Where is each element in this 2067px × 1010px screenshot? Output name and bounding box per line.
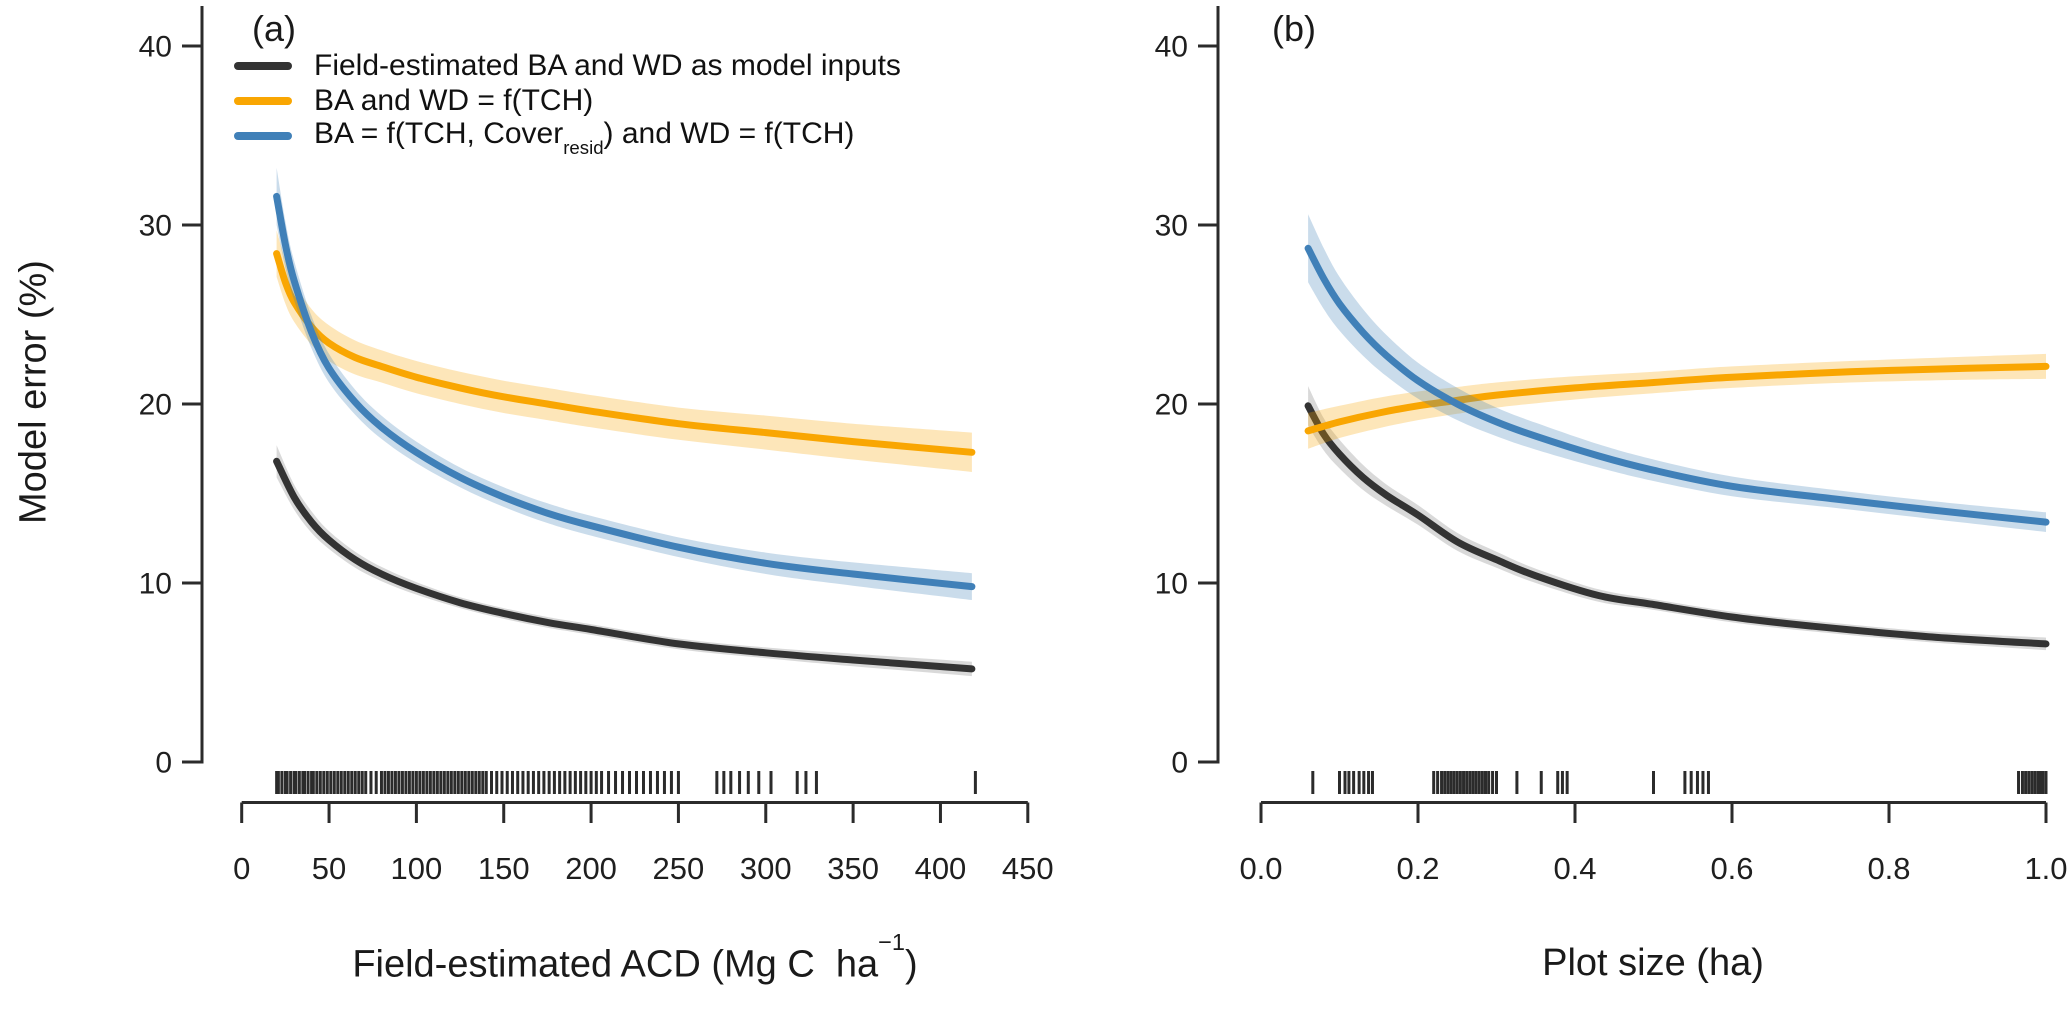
panel-a-label: (a) — [252, 8, 296, 49]
y-tick-label: 40 — [139, 31, 172, 64]
legend-row-field-estimated: Field-estimated BA and WD as model input… — [234, 48, 901, 83]
series-line — [1304, 244, 2050, 526]
series-line — [273, 457, 976, 673]
x-tick-label: 250 — [653, 851, 705, 886]
x-tick-label: 1.0 — [2024, 851, 2067, 886]
legend-label-3-subscript: resid — [563, 137, 604, 159]
panel-a-x-axis-title: Field-estimated ACD (Mg C ha−1) — [352, 929, 918, 987]
confidence-band — [1308, 353, 2046, 449]
y-tick-label: 20 — [1155, 389, 1188, 422]
legend-row-ba-cover-resid: BA = f(TCH, Coverresid) and WD = f(TCH) — [234, 116, 901, 159]
x-tick-label: 0.8 — [1867, 851, 1910, 886]
x-tick-label: 0.6 — [1710, 851, 1753, 886]
x-tick-label: 450 — [1002, 851, 1054, 886]
y-tick-label: 10 — [139, 568, 172, 601]
x-title-a-main: Field-estimated ACD (Mg C ha — [352, 943, 879, 986]
legend-line-black — [234, 61, 292, 70]
x-tick-label: 400 — [915, 851, 967, 886]
series-line — [1304, 362, 2050, 435]
x-tick-label: 0.0 — [1239, 851, 1282, 886]
y-tick-label: 20 — [139, 389, 172, 422]
legend-label-3-prefix: BA = f(TCH, Cover — [314, 116, 564, 150]
legend-label-ba-wd-ftch: BA and WD = f(TCH) — [314, 83, 594, 117]
panel-b-x-axis-title: Plot size (ha) — [1542, 942, 1764, 984]
x-title-a-superscript: −1 — [878, 929, 906, 956]
x-tick-label: 0 — [233, 851, 250, 886]
y-tick-label: 0 — [155, 747, 172, 780]
legend-label-ba-cover-resid: BA = f(TCH, Coverresid) and WD = f(TCH) — [314, 116, 855, 159]
y-tick-label: 30 — [139, 210, 172, 243]
y-tick-label: 30 — [1155, 210, 1188, 243]
y-axis-title: Model error (%) — [12, 260, 55, 524]
legend-line-blue — [234, 131, 292, 140]
x-title-a-close: ) — [905, 943, 918, 986]
x-tick-label: 350 — [827, 851, 879, 886]
x-tick-label: 0.4 — [1553, 851, 1596, 886]
x-tick-label: 200 — [565, 851, 617, 886]
y-tick-label: 10 — [1155, 568, 1188, 601]
legend: Field-estimated BA and WD as model input… — [234, 48, 901, 159]
x-tick-label: 150 — [478, 851, 530, 886]
confidence-band — [1308, 214, 2046, 533]
x-tick-label: 0.2 — [1396, 851, 1439, 886]
confidence-band — [276, 445, 972, 677]
x-tick-label: 50 — [312, 851, 346, 886]
series-line — [273, 192, 976, 591]
x-tick-label: 300 — [740, 851, 792, 886]
legend-row-ba-wd-ftch: BA and WD = f(TCH) — [234, 83, 901, 118]
y-tick-label: 0 — [1171, 747, 1188, 780]
legend-line-orange — [234, 96, 292, 105]
panel-b-label: (b) — [1272, 8, 1316, 49]
series-line — [1304, 402, 2050, 648]
y-tick-label: 40 — [1155, 31, 1188, 64]
legend-label-3-suffix: ) and WD = f(TCH) — [603, 116, 855, 150]
panel-b: 0 10 20 30 40 0.0 0.2 0.4 0.6 0.8 1.0 — [1155, 6, 2067, 886]
legend-label-field-estimated: Field-estimated BA and WD as model input… — [314, 48, 901, 82]
x-tick-label: 100 — [391, 851, 443, 886]
